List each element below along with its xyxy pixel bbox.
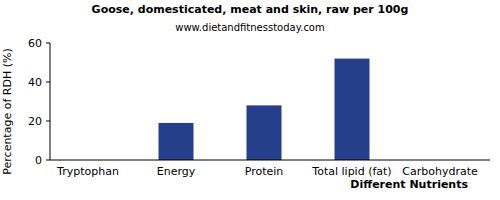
x-tick-label: Total lipid (fat) xyxy=(311,165,391,178)
y-axis-line xyxy=(50,43,51,160)
chart-svg: Goose, domesticated, meat and skin, raw … xyxy=(0,0,500,200)
x-axis-label: Different Nutrients xyxy=(350,178,468,191)
y-axis-label: Percentage of RDH (%) xyxy=(1,48,14,174)
chart-container: Goose, domesticated, meat and skin, raw … xyxy=(0,0,500,200)
y-tick-label: 0 xyxy=(35,154,42,167)
bars xyxy=(159,59,370,160)
y-tick xyxy=(46,121,50,122)
x-tick-label: Tryptophan xyxy=(56,165,119,178)
x-tick-label: Carbohydrate xyxy=(402,165,478,178)
y-tick-label: 20 xyxy=(28,115,42,128)
bar xyxy=(335,59,370,160)
y-tick xyxy=(46,160,50,161)
title: Goose, domesticated, meat and skin, raw … xyxy=(92,3,409,16)
y-tick xyxy=(46,82,50,83)
bar xyxy=(247,105,282,160)
bar xyxy=(159,123,194,160)
x-tick-label: Protein xyxy=(245,165,284,178)
x-tick-label: Energy xyxy=(157,165,196,178)
y-tick-label: 40 xyxy=(28,76,42,89)
subtitle: www.dietandfitnesstoday.com xyxy=(175,22,324,33)
y-tick-label: 60 xyxy=(28,37,42,50)
x-axis-line xyxy=(50,160,490,161)
y-tick xyxy=(46,43,50,44)
